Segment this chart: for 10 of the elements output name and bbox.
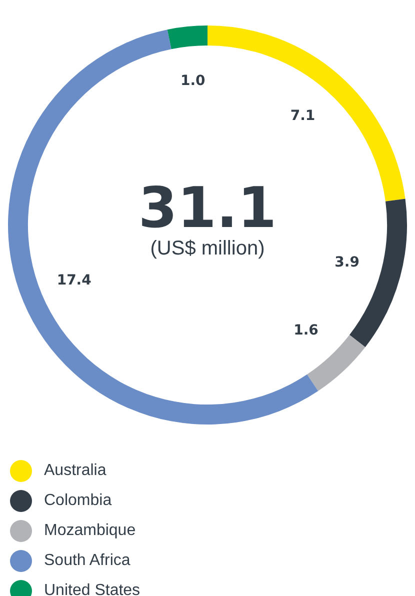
- data-label: 1.0: [180, 72, 206, 89]
- data-label: 17.4: [56, 272, 92, 288]
- data-label: 3.9: [334, 254, 360, 270]
- legend-label: South Africa: [44, 552, 130, 570]
- legend-label: Colombia: [44, 492, 112, 510]
- data-label: 1.6: [294, 322, 318, 338]
- legend-label: Mozambique: [44, 522, 136, 540]
- legend-label: United States: [44, 582, 140, 596]
- data-label: 7.1: [290, 108, 316, 124]
- legend-label: Australia: [44, 462, 106, 480]
